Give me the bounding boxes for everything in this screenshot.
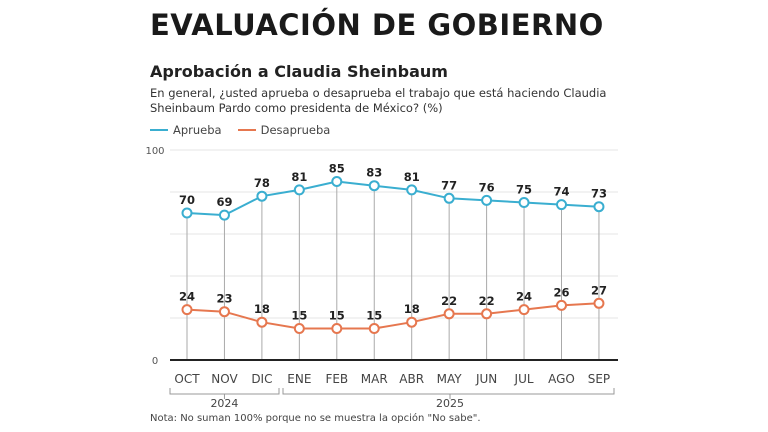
data-label: 27 <box>591 283 607 297</box>
data-point <box>256 190 268 202</box>
data-point <box>518 197 530 208</box>
data-point <box>218 306 230 318</box>
year-label: 2024 <box>210 397 238 410</box>
data-point <box>406 184 418 196</box>
data-label: 78 <box>254 176 270 190</box>
data-label: 83 <box>366 166 382 180</box>
x-tick-label: ABR <box>399 372 424 386</box>
data-label: 77 <box>441 178 457 192</box>
data-label: 26 <box>553 285 569 299</box>
x-tick-label: MAY <box>437 372 463 386</box>
data-point <box>556 199 567 211</box>
data-point <box>481 194 493 206</box>
data-point <box>331 176 343 187</box>
x-tick-label: FEB <box>325 372 348 386</box>
series-line-desaprueba <box>186 302 600 330</box>
data-point <box>406 316 418 328</box>
legend-label: Aprueba <box>173 123 222 137</box>
x-tick-label: AGO <box>548 372 575 386</box>
legend-item-aprueba: Aprueba <box>150 123 222 137</box>
data-label: 22 <box>479 294 495 308</box>
survey-question: En general, ¿usted aprueba o desaprueba … <box>150 86 607 115</box>
data-point <box>368 180 380 192</box>
data-label: 81 <box>404 170 420 184</box>
data-point <box>518 304 530 316</box>
data-point <box>556 299 567 311</box>
data-point <box>443 192 455 204</box>
data-point <box>218 209 230 221</box>
data-label: 15 <box>291 309 307 323</box>
data-point <box>293 323 305 334</box>
data-label: 73 <box>591 187 607 201</box>
legend-swatch <box>237 129 256 131</box>
data-label: 22 <box>441 294 457 308</box>
legend-label: Desaprueba <box>260 123 331 137</box>
x-tick-label: JUN <box>475 372 497 386</box>
data-label: 24 <box>179 290 195 304</box>
data-label: 18 <box>404 302 420 316</box>
year-bracket <box>169 388 280 399</box>
data-label: 18 <box>254 302 270 316</box>
data-point <box>593 297 605 309</box>
data-point <box>181 304 193 316</box>
data-label: 76 <box>479 180 495 194</box>
year-label: 2025 <box>436 397 464 410</box>
x-tick-label: JUL <box>514 372 534 386</box>
legend-item-desaprueba: Desaprueba <box>237 123 331 137</box>
data-point <box>368 323 380 334</box>
year-bracket <box>282 388 615 399</box>
x-tick-label: SEP <box>588 372 610 386</box>
data-label: 81 <box>291 170 307 184</box>
data-point <box>331 323 343 334</box>
footnote: Nota: No suman 100% porque no se muestra… <box>150 413 481 424</box>
data-label: 24 <box>516 290 532 304</box>
data-point <box>181 207 193 219</box>
data-label: 85 <box>329 162 345 176</box>
legend-swatch <box>150 129 168 131</box>
page-title: EVALUACIÓN DE GOBIERNO <box>150 8 604 42</box>
data-label: 70 <box>179 193 195 207</box>
x-tick-label: OCT <box>174 372 200 386</box>
data-label: 15 <box>329 309 345 323</box>
data-point <box>481 308 493 320</box>
data-label: 15 <box>366 309 382 323</box>
data-point <box>293 184 305 196</box>
series-line-aprueba <box>186 180 600 217</box>
y-tick-label: 100 <box>145 146 164 157</box>
x-tick-label: NOV <box>211 372 238 386</box>
x-tick-label: MAR <box>361 372 388 386</box>
data-label: 23 <box>216 292 232 306</box>
y-tick-label: 0 <box>152 356 158 367</box>
chart-subtitle: Aprobación a Claudia Sheinbaum <box>150 62 448 81</box>
data-point <box>256 316 268 328</box>
data-label: 69 <box>216 195 232 209</box>
x-tick-label: ENE <box>287 372 311 386</box>
legend: Aprueba Desaprueba <box>150 123 330 137</box>
data-point <box>593 201 605 213</box>
x-tick-label: DIC <box>251 372 272 386</box>
data-point <box>443 308 455 320</box>
data-label: 75 <box>516 183 532 197</box>
data-label: 74 <box>553 185 569 199</box>
